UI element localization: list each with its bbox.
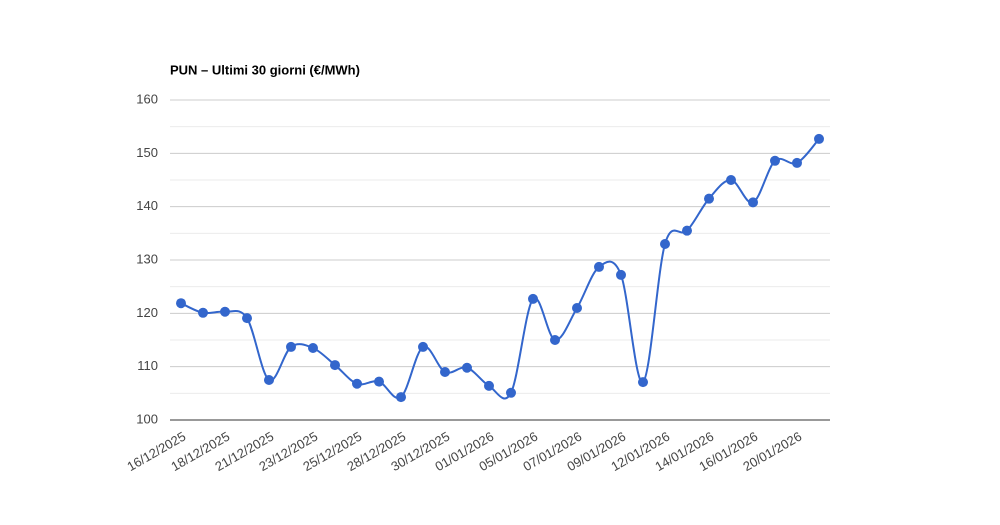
- point: [748, 197, 758, 208]
- y-tick-label: 110: [137, 358, 158, 373]
- point: [462, 362, 472, 373]
- y-tick-label: 130: [136, 251, 158, 266]
- point: [638, 377, 648, 388]
- point: [242, 313, 252, 324]
- point: [770, 155, 780, 166]
- point: [484, 380, 494, 391]
- point: [660, 239, 670, 249]
- point: [704, 193, 714, 204]
- point: [594, 261, 604, 272]
- point: [726, 175, 736, 185]
- point: [682, 225, 692, 236]
- point: [330, 360, 340, 371]
- point: [506, 387, 516, 398]
- point: [374, 376, 384, 387]
- point: [286, 341, 296, 352]
- point: [418, 341, 428, 352]
- chart-title: PUN – Ultimi 30 giorni (€/MWh): [170, 62, 360, 77]
- y-tick-label: 140: [136, 198, 158, 213]
- point: [528, 293, 538, 304]
- point: [352, 378, 362, 389]
- y-tick-label: 150: [136, 145, 158, 160]
- y-tick-label: 100: [136, 411, 158, 426]
- line: [180, 138, 820, 400]
- point: [550, 335, 560, 345]
- point: [814, 133, 824, 144]
- point: [572, 303, 582, 313]
- point: [198, 307, 208, 318]
- point: [792, 157, 802, 168]
- point: [176, 298, 186, 309]
- point: [220, 306, 230, 317]
- point: [616, 269, 626, 280]
- y-tick-label: 160: [136, 91, 158, 106]
- point: [396, 392, 406, 403]
- y-tick-label: 120: [136, 305, 158, 320]
- point: [264, 375, 274, 385]
- point: [308, 343, 318, 353]
- point: [440, 367, 450, 377]
